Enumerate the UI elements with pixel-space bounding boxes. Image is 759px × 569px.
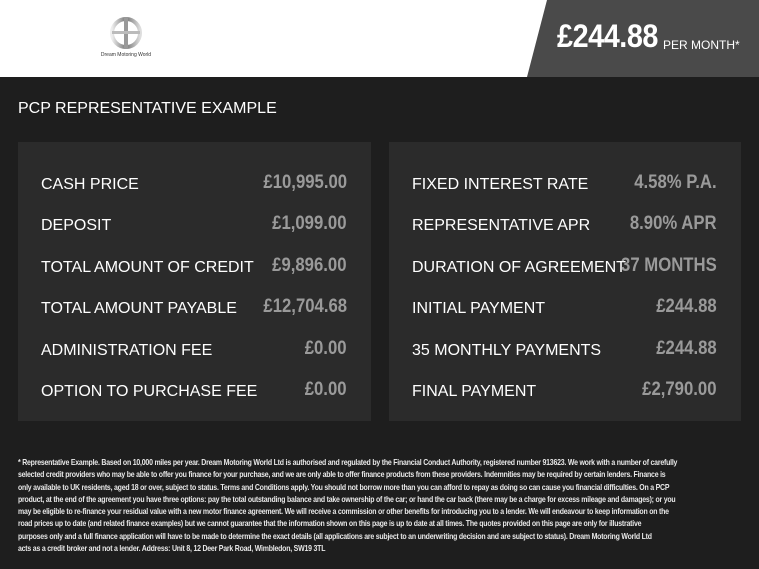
monthly-price: £244.88	[557, 18, 658, 54]
row-label: OPTION TO PURCHASE FEE	[41, 383, 258, 400]
row-label: FIXED INTEREST RATE	[412, 176, 589, 193]
row-value: 4.58% P.A.	[634, 172, 717, 193]
logo-emblem-icon	[110, 17, 142, 49]
footnote-line: * Representative Example. Based on 10,00…	[18, 458, 678, 467]
row-label: ADMINISTRATION FEE	[41, 341, 213, 359]
row-value: £244.88	[656, 337, 717, 359]
finance-row: INITIAL PAYMENT £244.88	[389, 292, 741, 322]
finance-row: DURATION OF AGREEMENT 37 MONTHS	[389, 251, 741, 281]
left-panel: CASH PRICE £10,995.00 DEPOSIT £1,099.00 TOTA…	[18, 142, 371, 421]
row-value: £2,790.00	[642, 379, 717, 400]
finance-row: DEPOSIT £1,099.00	[18, 209, 371, 239]
row-value: £1,099.00	[272, 213, 347, 235]
footnote-line: selected credit providers who may be abl…	[18, 470, 666, 480]
row-value: 37 MONTHS	[621, 254, 717, 276]
row-label: TOTAL AMOUNT OF CREDIT	[41, 258, 254, 276]
finance-row: REPRESENTATIVE APR 8.90% APR	[389, 209, 741, 239]
row-label: CASH PRICE	[41, 176, 139, 193]
finance-row: FIXED INTEREST RATE 4.58% P.A.	[389, 168, 741, 198]
finance-row: TOTAL AMOUNT PAYABLE £12,704.68	[18, 292, 371, 322]
right-panel: FIXED INTEREST RATE 4.58% P.A. REPRESENTAT…	[389, 142, 741, 421]
row-value: £9,896.00	[272, 254, 347, 276]
logo-text: Dream Motoring World	[100, 52, 152, 58]
footnote-line: acts as a credit broker and not a lender…	[18, 544, 326, 554]
finance-row: OPTION TO PURCHASE FEE £0.00	[18, 375, 371, 405]
row-value: £244.88	[656, 296, 717, 318]
finance-row: TOTAL AMOUNT OF CREDIT £9,896.00	[18, 251, 371, 281]
row-label: 35 MONTHLY PAYMENTS	[412, 341, 602, 359]
row-value: £10,995.00	[263, 172, 347, 193]
finance-row: CASH PRICE £10,995.00	[18, 168, 371, 198]
footnote-line: only available to UK residents, aged 18 …	[18, 482, 670, 492]
section-title: PCP REPRESENTATIVE EXAMPLE	[18, 100, 277, 117]
monthly-price-box: £244.88 PER MONTH*	[527, 0, 759, 77]
row-label: FINAL PAYMENT	[412, 383, 537, 400]
footnote-line: product, at the end of the agreement you…	[18, 494, 676, 504]
row-label: DEPOSIT	[41, 217, 112, 235]
finance-row: 35 MONTHLY PAYMENTS £244.88	[389, 334, 741, 364]
row-label: DURATION OF AGREEMENT	[412, 258, 626, 276]
row-label: INITIAL PAYMENT	[412, 300, 546, 318]
footnote-line: purposes only and a full finance applica…	[18, 531, 652, 541]
dealer-logo: Dream Motoring World	[98, 14, 154, 64]
finance-row: ADMINISTRATION FEE £0.00	[18, 334, 371, 364]
per-month-label: PER MONTH*	[663, 38, 740, 52]
row-value: £0.00	[305, 379, 347, 400]
footnote-line: road prices up to date (and related fina…	[18, 519, 642, 529]
footnote: * Representative Example. Based on 10,00…	[18, 457, 759, 555]
row-value: £12,704.68	[263, 296, 347, 318]
row-value: 8.90% APR	[630, 213, 717, 235]
row-label: TOTAL AMOUNT PAYABLE	[41, 300, 237, 318]
row-value: £0.00	[305, 337, 347, 359]
header: Dream Motoring World £244.88 PER MONTH*	[0, 0, 759, 77]
footnote-line: may be eligible to re-finance your resid…	[18, 507, 669, 517]
finance-row: FINAL PAYMENT £2,790.00	[389, 375, 741, 405]
row-label: REPRESENTATIVE APR	[412, 217, 591, 235]
